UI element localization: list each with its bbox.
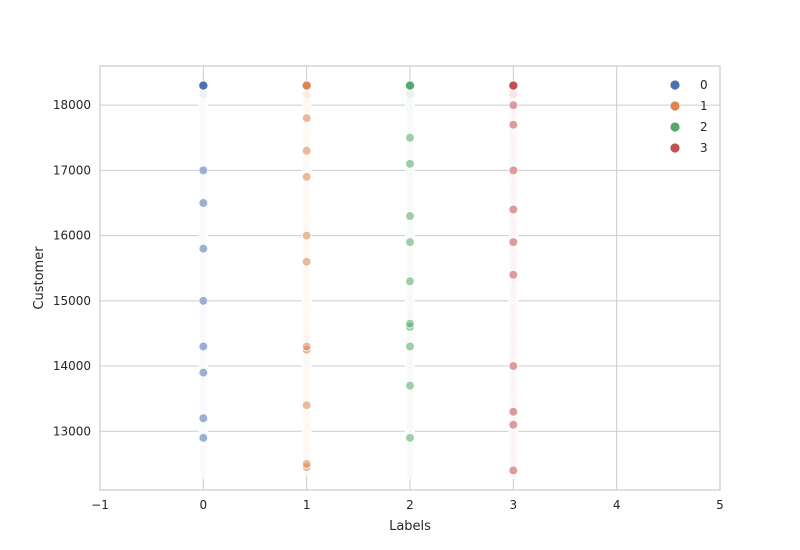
series-2 [404,80,415,479]
series-0 [198,80,209,479]
data-point [405,211,415,221]
data-point [198,413,209,424]
data-point-top [198,80,209,91]
data-point [198,367,209,378]
data-point [198,165,209,176]
y-tick-label: 17000 [53,163,91,177]
x-tick-label: 1 [303,498,311,512]
y-tick-label: 15000 [53,294,91,308]
data-point [405,276,415,287]
data-point [301,459,312,469]
data-point [508,204,519,215]
data-point [405,132,415,143]
data-point [198,243,209,254]
legend-marker [669,142,681,154]
data-point [508,100,519,110]
data-point [508,165,519,176]
legend-label: 2 [700,120,708,134]
data-point [405,341,415,352]
data-point [508,361,519,371]
y-axis-ticks: 13000 14000 15000 16000 17000 18000 [53,98,91,438]
data-point [301,172,312,182]
plot-frame [99,65,721,491]
x-tick-label: 3 [510,498,518,512]
data-point-faint [301,89,312,100]
data-point [301,400,312,411]
data-point [508,419,519,430]
y-tick-label: 16000 [53,229,91,243]
data-point [405,433,415,443]
y-tick-label: 18000 [53,98,91,112]
legend: 0 1 2 3 [669,78,708,155]
x-tick-label: −1 [91,498,109,512]
legend-marker [669,79,681,91]
data-point [405,318,415,329]
data-point [301,113,312,123]
data-point [405,237,415,247]
legend-marker [669,121,681,133]
x-axis-label: Labels [389,519,431,534]
data-point [508,406,519,417]
series-1 [301,80,312,476]
legend-label: 1 [700,99,708,113]
x-tick-label: 0 [200,498,208,512]
data-point [301,146,312,156]
legend-item-2: 2 [669,120,708,134]
data-point [198,198,209,208]
legend-item-1: 1 [669,99,708,113]
series-3 [508,80,519,479]
y-tick-label: 14000 [53,359,91,373]
legend-label: 0 [700,78,708,92]
data-points [198,80,519,479]
legend-marker [669,100,681,112]
data-point-top [301,80,312,91]
data-point-top [404,80,415,91]
data-point-top [508,80,519,91]
data-point [405,159,415,169]
y-tick-label: 13000 [53,424,91,438]
legend-label: 3 [700,141,708,155]
x-tick-label: 5 [716,498,724,512]
data-point [508,119,519,130]
data-point [508,269,519,280]
y-axis-label: Customer [32,246,47,310]
x-tick-label: 4 [613,498,621,512]
data-point [301,230,312,241]
legend-item-0: 0 [669,78,708,92]
data-point [198,296,209,306]
data-point [301,256,312,267]
x-tick-label: 2 [406,498,414,512]
data-point [508,237,519,247]
x-axis-ticks: −1 0 1 2 3 4 5 [91,498,724,512]
data-point [198,341,209,352]
data-point [301,341,312,352]
data-point [405,380,415,391]
data-point [508,465,519,476]
data-point [198,433,209,443]
legend-item-3: 3 [669,141,708,155]
